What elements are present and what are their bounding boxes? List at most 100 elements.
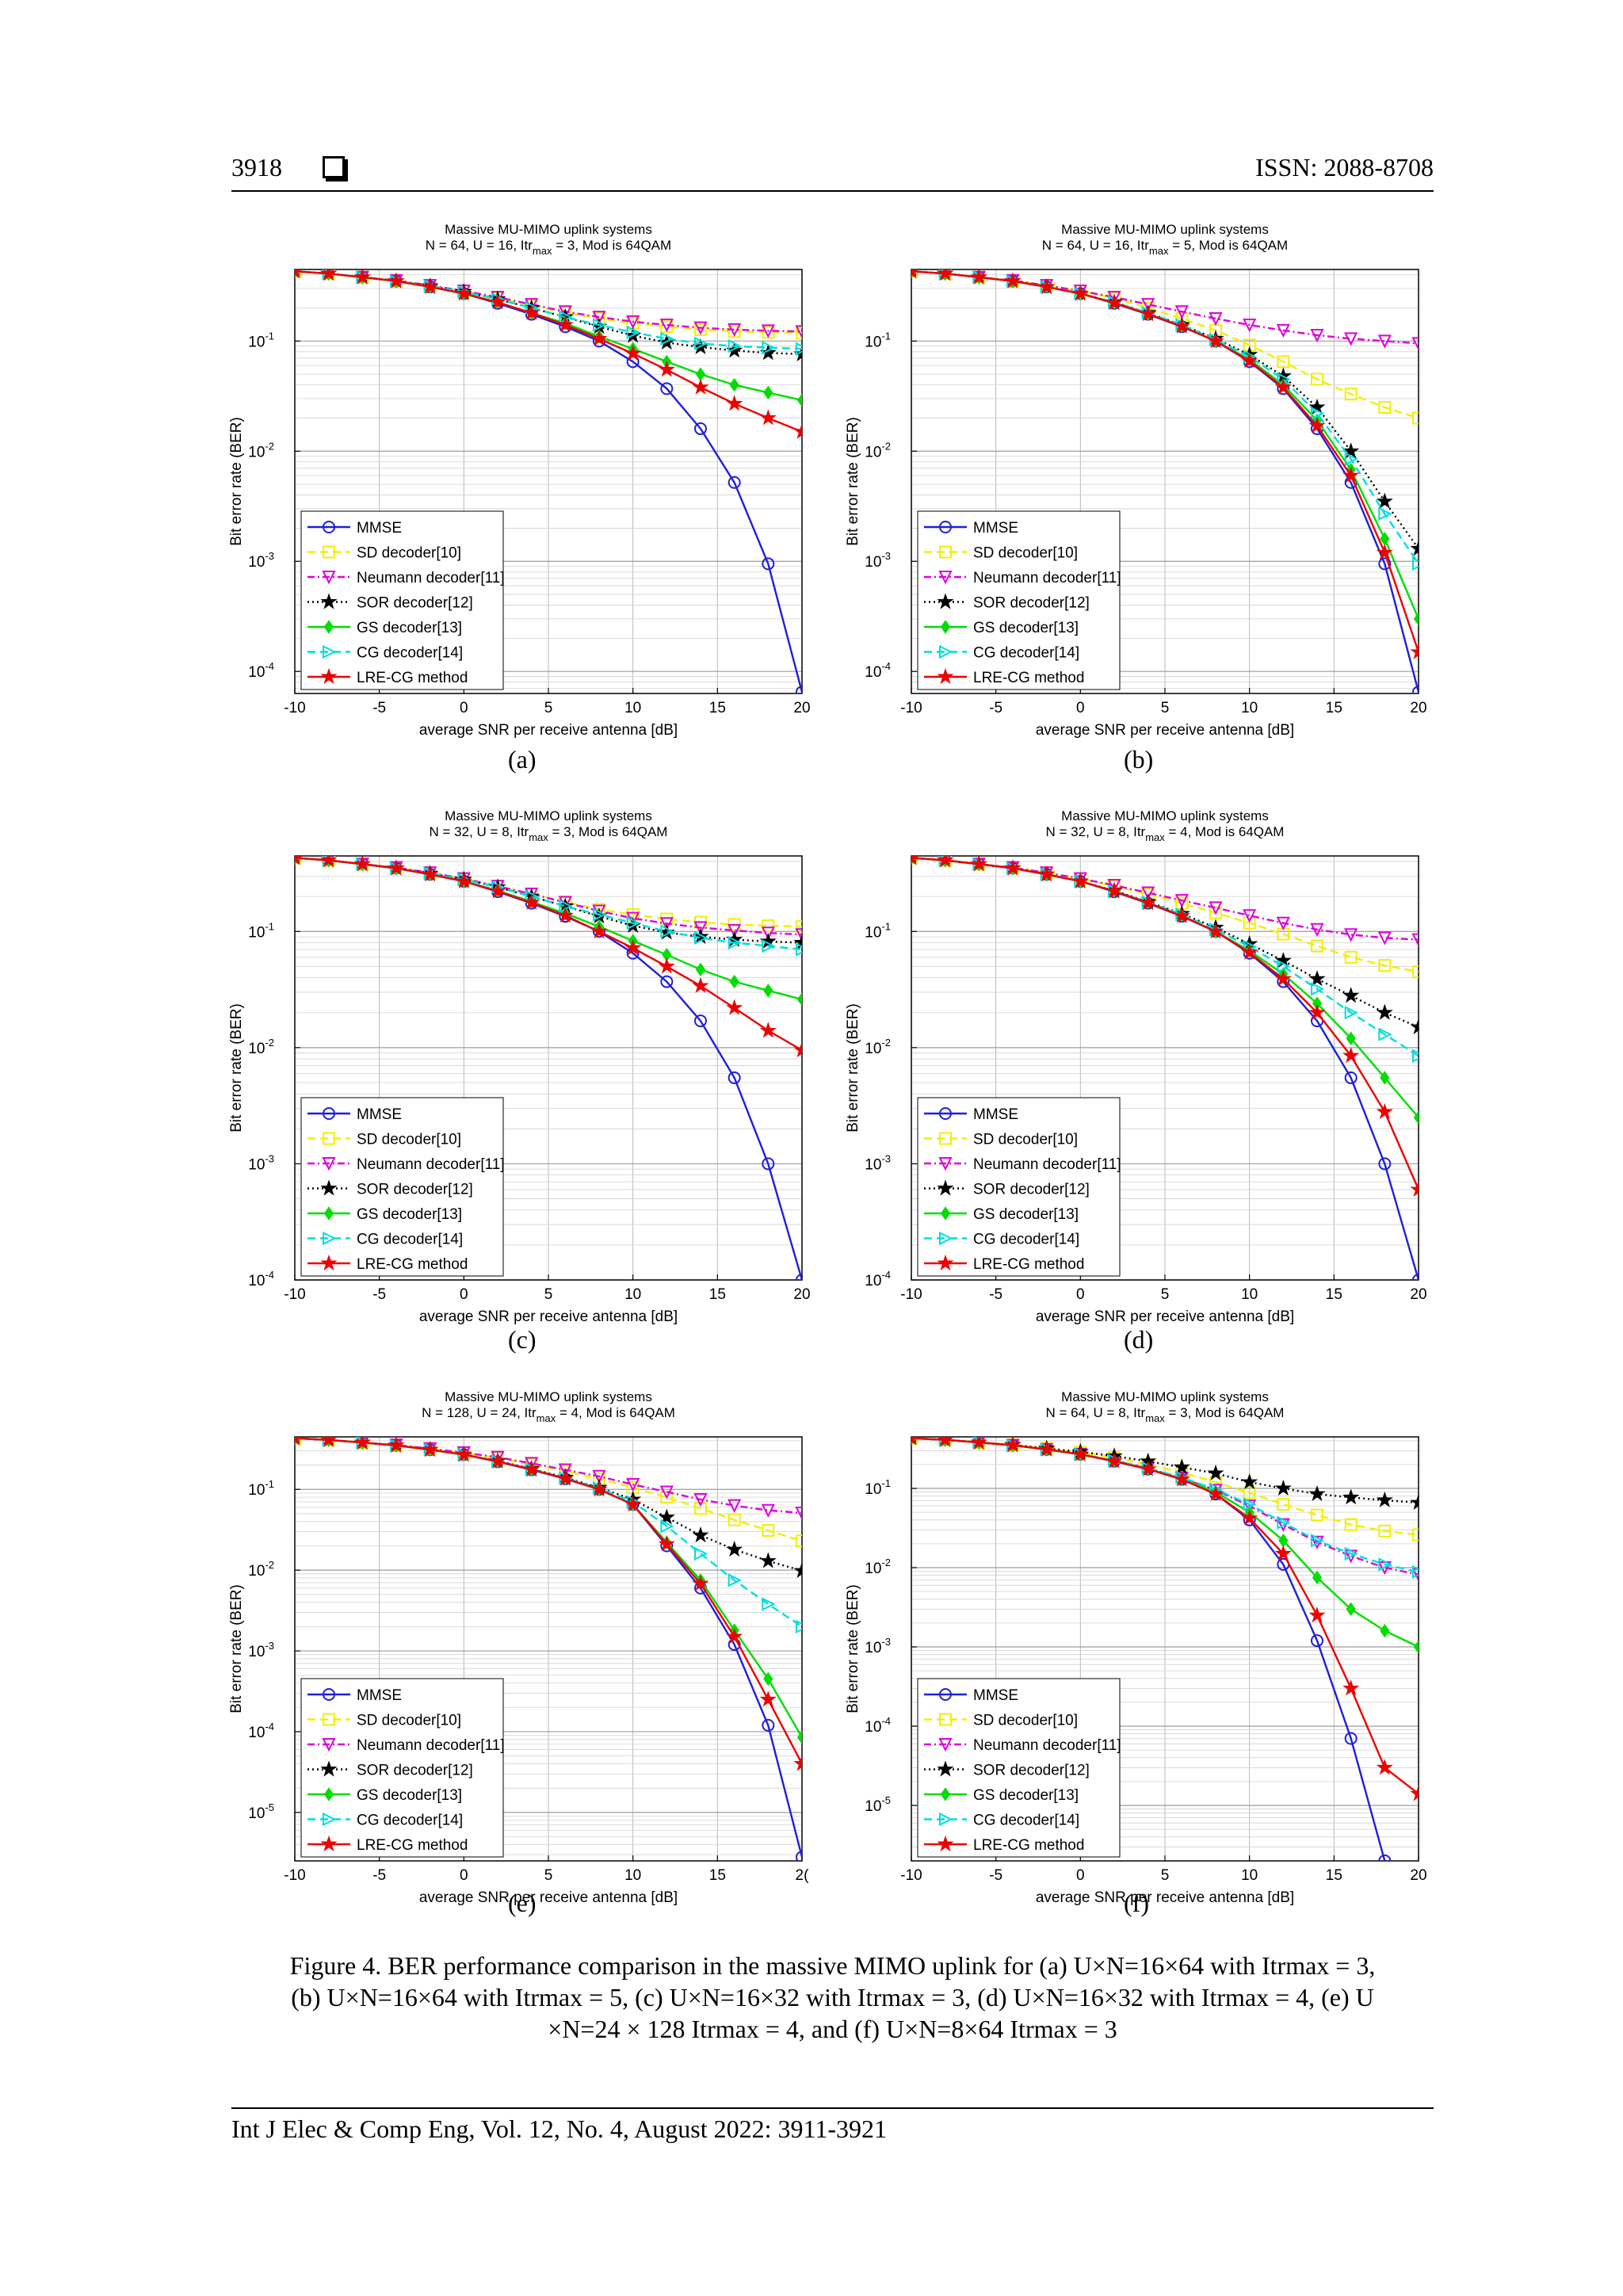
y-tick-mantissa: 10 — [865, 1798, 881, 1815]
legend: MMSE SD decoder[10] Neumann decoder[11] SOR… — [917, 1678, 1121, 1858]
series-line — [911, 1437, 1419, 1795]
data-point — [455, 1446, 472, 1462]
data-point — [793, 1755, 802, 1771]
legend-swatch-marker — [322, 571, 336, 585]
data-point — [796, 1730, 802, 1744]
chart-subtitle: N = 64, U = 16, Itrmax = 5, Mod is 64QAM — [1042, 238, 1288, 257]
legend-label: GS decoder[13] — [973, 620, 1079, 636]
legend-label: GS decoder[13] — [973, 1206, 1079, 1223]
data-point — [1241, 1473, 1258, 1490]
data-point — [1209, 311, 1223, 327]
data-point — [937, 269, 954, 281]
y-tick-label: 10-3 — [865, 1636, 891, 1656]
legend-swatch-marker — [323, 1107, 335, 1120]
x-tick-label: 5 — [544, 700, 553, 716]
legend-swatch-marker — [940, 1787, 951, 1801]
y-tick-mantissa: 10 — [865, 444, 881, 460]
data-point — [970, 269, 987, 285]
data-point — [727, 476, 741, 489]
data-point — [320, 856, 338, 868]
y-tick-exponent: -2 — [265, 1037, 274, 1049]
x-tick-label: 0 — [460, 700, 468, 716]
data-point — [1308, 1003, 1326, 1020]
data-point — [1376, 1003, 1393, 1020]
data-point — [692, 378, 709, 395]
data-point — [796, 920, 802, 934]
data-point — [759, 409, 777, 426]
legend-swatch-marker — [320, 1835, 338, 1852]
data-point — [1380, 1071, 1390, 1085]
data-point — [1243, 1497, 1257, 1511]
legend-label: SD decoder[10] — [357, 1132, 461, 1148]
x-tick-label: 10 — [1241, 700, 1258, 716]
chart-panel-b: Massive MU-MIMO uplink systems N = 64, U … — [827, 218, 1438, 789]
x-axis-label: average SNR per receive antenna [dB] — [419, 722, 678, 739]
data-point — [796, 992, 802, 1007]
data-point — [1106, 1452, 1123, 1469]
x-axis-label: average SNR per receive antenna [dB] — [1036, 1889, 1294, 1906]
series-6 — [295, 1437, 802, 1771]
legend-swatch-marker — [938, 1738, 953, 1752]
data-point — [626, 325, 640, 339]
data-point — [1106, 294, 1123, 311]
data-point — [489, 1452, 506, 1469]
y-tick-exponent: -4 — [881, 1715, 891, 1727]
chart-title: Massive MU-MIMO uplink systems — [445, 1389, 652, 1404]
data-point — [1174, 894, 1189, 908]
data-point — [1376, 1759, 1393, 1775]
x-tick-label: 10 — [1241, 1867, 1258, 1884]
data-point — [658, 957, 675, 974]
x-tick-label: -10 — [900, 1867, 922, 1884]
y-tick-label: 10-4 — [248, 1721, 274, 1741]
data-point — [1311, 1634, 1323, 1648]
data-point — [727, 1513, 741, 1526]
y-tick-label: 10-3 — [248, 1152, 274, 1173]
data-point — [624, 1496, 642, 1512]
legend-swatch-marker — [323, 1713, 335, 1726]
data-point — [727, 1573, 742, 1587]
data-point — [592, 311, 606, 325]
data-point — [558, 1463, 572, 1477]
x-tick-label: 5 — [1161, 1286, 1170, 1303]
data-point — [1376, 1491, 1393, 1507]
legend-swatch-marker — [323, 1132, 335, 1145]
data-point — [1038, 865, 1056, 882]
y-tick-exponent: -4 — [265, 1269, 274, 1281]
subtitle-subscript: max — [1145, 1412, 1165, 1424]
data-point — [762, 341, 776, 355]
data-point — [590, 923, 608, 939]
data-point — [727, 325, 741, 338]
data-point — [726, 1540, 743, 1557]
data-point — [1207, 1485, 1224, 1501]
data-point — [1342, 1047, 1360, 1064]
data-point — [592, 1469, 606, 1484]
data-point — [523, 1461, 540, 1477]
header-rule — [231, 190, 1434, 192]
subtitle-tail: = 4, Mod is 64QAM — [1165, 824, 1285, 839]
data-point — [1376, 1102, 1393, 1119]
data-point — [1140, 1460, 1157, 1477]
legend-swatch-marker — [937, 1254, 954, 1271]
data-point — [660, 331, 674, 346]
y-tick-exponent: -3 — [881, 550, 891, 562]
legend-label: GS decoder[13] — [973, 1787, 1079, 1804]
y-tick-mantissa: 10 — [865, 664, 881, 681]
legend: MMSE SD decoder[10] Neumann decoder[11] SOR… — [917, 1097, 1121, 1277]
data-point — [353, 856, 371, 872]
x-tick-label: 20 — [1410, 1286, 1426, 1303]
subtitle-subscript: max — [537, 1412, 556, 1424]
legend-label: SOR decoder[12] — [357, 1182, 473, 1198]
legend-label: LRE-CG method — [357, 670, 468, 686]
data-point — [1344, 950, 1358, 964]
legend-swatch-marker — [323, 1812, 337, 1827]
data-point — [1346, 1031, 1356, 1045]
legend-swatch-marker — [323, 545, 335, 559]
data-point — [624, 345, 642, 361]
data-point — [1140, 894, 1157, 911]
x-tick-label: 5 — [1161, 1867, 1170, 1884]
series-line — [295, 857, 802, 936]
data-point — [726, 1627, 743, 1645]
data-point — [660, 975, 674, 988]
y-axis-label: Bit error rate (BER) — [228, 417, 245, 546]
